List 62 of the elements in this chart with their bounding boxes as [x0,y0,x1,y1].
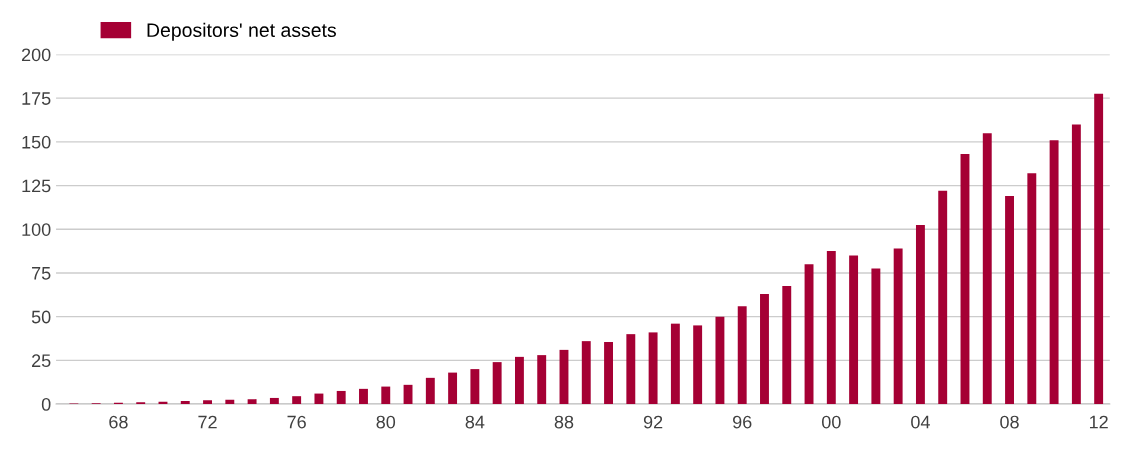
bar [470,369,480,405]
bar [269,397,279,405]
bar [715,316,725,405]
bar [804,264,814,405]
bar [670,323,680,405]
bar [203,400,212,405]
bar [537,355,547,405]
x-tick-label: 08 [1000,415,1019,429]
y-tick-label: 0 [41,397,51,411]
x-tick-label: 80 [376,415,396,429]
y-tick-label: 25 [32,354,51,368]
x-tick-label: 68 [109,415,128,429]
x-tick-label: 84 [465,415,485,429]
bar [292,396,302,405]
y-tick-label: 150 [22,135,51,149]
y-tick-label: 200 [21,48,51,62]
bar [492,362,502,405]
x-tick-label: 00 [821,415,841,429]
bar [849,255,859,405]
bar [693,325,703,405]
bar [247,399,257,405]
x-tick-label: 76 [287,415,306,429]
bar [448,372,458,405]
x-tick-label: 04 [911,415,930,429]
bar [938,190,948,405]
bar [359,388,368,405]
bar [760,293,769,405]
bar [737,306,747,405]
bar [982,133,992,405]
y-tick-label: 125 [22,179,51,193]
bar [648,332,658,405]
bar [893,248,903,405]
y-tick-label: 50 [31,310,51,324]
bar [960,154,970,405]
y-tick-label: 175 [22,92,51,105]
bar [225,399,235,405]
bar [425,377,435,405]
bar [1049,140,1059,405]
bar [1094,93,1104,405]
y-tick-label: 75 [32,267,51,280]
legend-label: Depositors' net assets [147,22,336,41]
x-tick-label: 96 [733,415,752,429]
bar [915,224,925,405]
x-tick-label: 88 [554,415,574,429]
bar [514,356,524,405]
y-tick-label: 100 [22,223,51,236]
bar [180,401,190,405]
bar [871,268,881,405]
x-tick-label: 72 [198,415,217,429]
bar [314,393,324,405]
bar [826,251,836,405]
x-tick-label: 92 [643,415,663,429]
bar [1005,196,1014,405]
bar [581,341,591,405]
bar [626,334,636,405]
bar [381,386,391,405]
bar [336,390,346,405]
bar [782,286,792,405]
bar [604,342,613,405]
bar [1071,124,1081,405]
x-tick-label: 12 [1089,415,1108,429]
bar [1027,173,1037,405]
